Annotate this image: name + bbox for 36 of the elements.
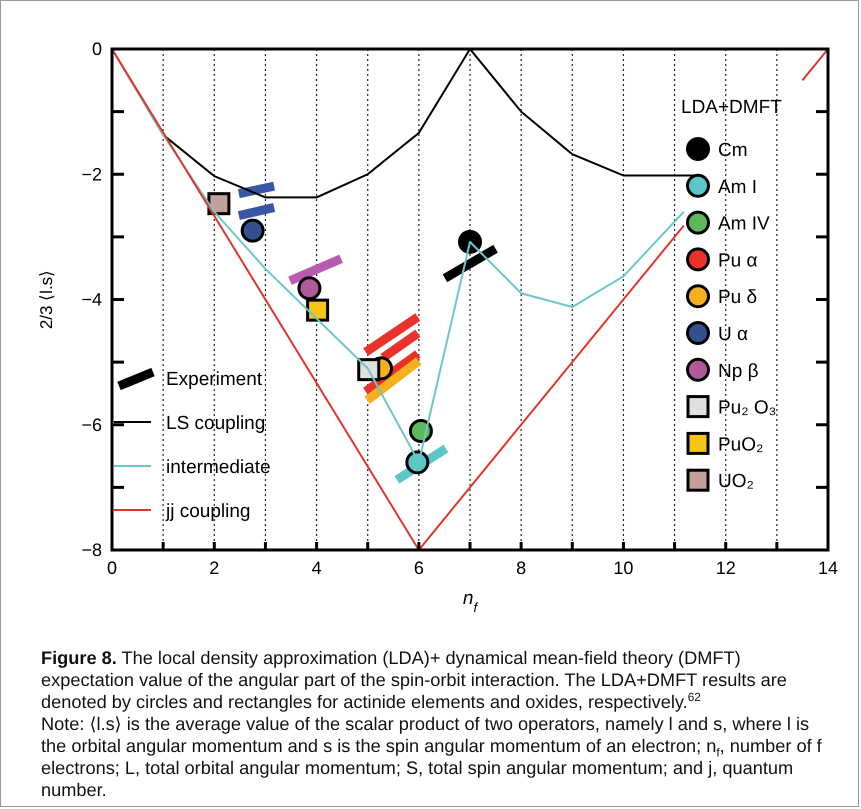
legend-label: PuO₂ (718, 434, 764, 456)
legend-label: intermediate (166, 457, 271, 478)
x-tick-label: 4 (312, 558, 322, 578)
y-axis-title: 2/3 ⟨l.s⟩ (37, 270, 56, 330)
caption: Figure 8. The local density approximation (LDA)+ dynamical mean-field theory (DMFT) expectation value of the angular part of the spin-orbit interaction. The LDA+DMFT results are denoted by circles and rectangles for actinide elements and oxides, respectively.$^{62}$ (41, 648, 787, 712)
legend-label: Am IV (718, 214, 770, 235)
legend-title: LDA+DMFT (681, 97, 782, 118)
y-tick-label: −4 (81, 290, 102, 310)
legend-label: LS coupling (166, 413, 266, 434)
x-tick-label: 10 (613, 558, 634, 578)
x-tick-label: 8 (516, 558, 526, 578)
x-tick-label: 6 (414, 558, 424, 578)
x-axis-title: n$_{f}$ (462, 588, 478, 614)
x-tick-label: 12 (716, 558, 736, 578)
y-tick-label: −2 (81, 164, 102, 184)
legend-label: Pu α (718, 250, 758, 272)
point (240, 218, 265, 243)
y-tick-label: 0 (92, 39, 102, 59)
legend-label: Pu δ (718, 287, 758, 308)
point (297, 276, 322, 300)
y-tick-label: −6 (81, 414, 102, 435)
x-tick-label: 14 (818, 558, 838, 578)
legend-label: jj coupling (165, 501, 250, 522)
text: Note: ⟨l.s⟩ is the average value of the scalar product of two operators, namely l and s, where l is the orbital angular momentum and s is the spin angular momentum of an electron; n$_{f}$, number of f electrons; L, total orbital angular momentum; S, total spin angular momentum; and j, quantum number. (41, 714, 822, 800)
y-tick-label: −8 (81, 540, 102, 560)
legend-label: Np β (718, 360, 759, 382)
legend-label: Pu₂ O₃ (718, 398, 776, 419)
x-tick-label: 0 (106, 558, 118, 578)
x-tick-label: 2 (209, 558, 220, 578)
legend-label: Am I (718, 176, 758, 198)
legend-label: Cm (718, 140, 748, 161)
legend-label: UO₂ (718, 471, 754, 492)
point (306, 298, 330, 322)
point (207, 192, 230, 216)
legend-label: U α (718, 324, 748, 345)
legend-label: Experiment (166, 369, 263, 390)
